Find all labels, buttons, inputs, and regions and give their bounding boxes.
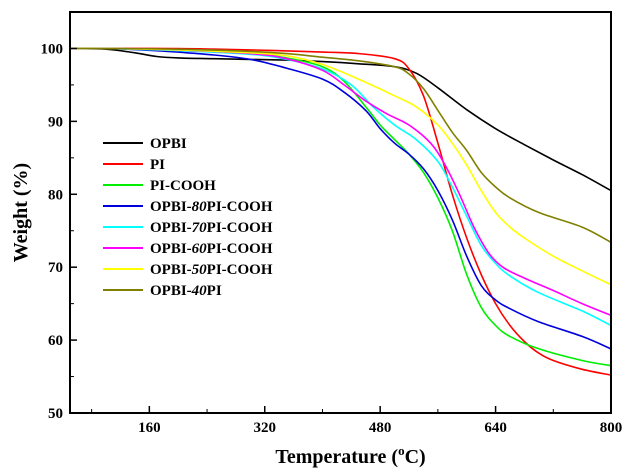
y-tick-label: 60	[48, 333, 63, 349]
series-line-opbi	[69, 47, 612, 192]
y-tick-label: 90	[48, 114, 63, 130]
x-tick-label: 640	[484, 420, 507, 436]
series-line-opbi-40pi	[69, 47, 612, 244]
legend-label: OPBI-40PI	[150, 283, 222, 299]
legend-label: OPBI-80PI-COOH	[150, 199, 273, 215]
series-line-opbi-50pi-cooh	[69, 47, 612, 286]
plot-lines	[69, 47, 612, 376]
axis-ticks	[70, 11, 612, 414]
y-tick-label: 80	[48, 187, 63, 203]
legend-label: OPBI-60PI-COOH	[150, 241, 273, 257]
legend-label: PI-COOH	[150, 178, 216, 194]
y-tick-label: 70	[48, 260, 63, 276]
series-line-opbi-80pi-cooh	[69, 47, 612, 350]
legend-label: PI	[150, 157, 165, 173]
x-tick-label: 160	[138, 420, 161, 436]
legend-label: OPBI-70PI-COOH	[150, 220, 273, 236]
legend: OPBI PI PI-COOH OPBI-80PI-COOH OPBI-70PI-COO…	[103, 136, 273, 299]
legend-label: OPBI-50PI-COOH	[150, 262, 273, 278]
y-tick-label: 50	[48, 406, 63, 422]
y-axis-title: Weight (%)	[10, 163, 32, 262]
x-tick-label: 800	[600, 420, 623, 436]
y-tick-label: 100	[41, 41, 64, 57]
x-axis-title: Temperature (oC)	[275, 443, 425, 468]
x-tick-label: 480	[369, 420, 392, 436]
x-tick-label: 320	[254, 420, 277, 436]
plot-frame	[69, 11, 612, 414]
tick-labels: 160 320 480 640 800 50 60 70 80 90 100	[41, 41, 623, 436]
legend-label: OPBI	[150, 136, 187, 152]
